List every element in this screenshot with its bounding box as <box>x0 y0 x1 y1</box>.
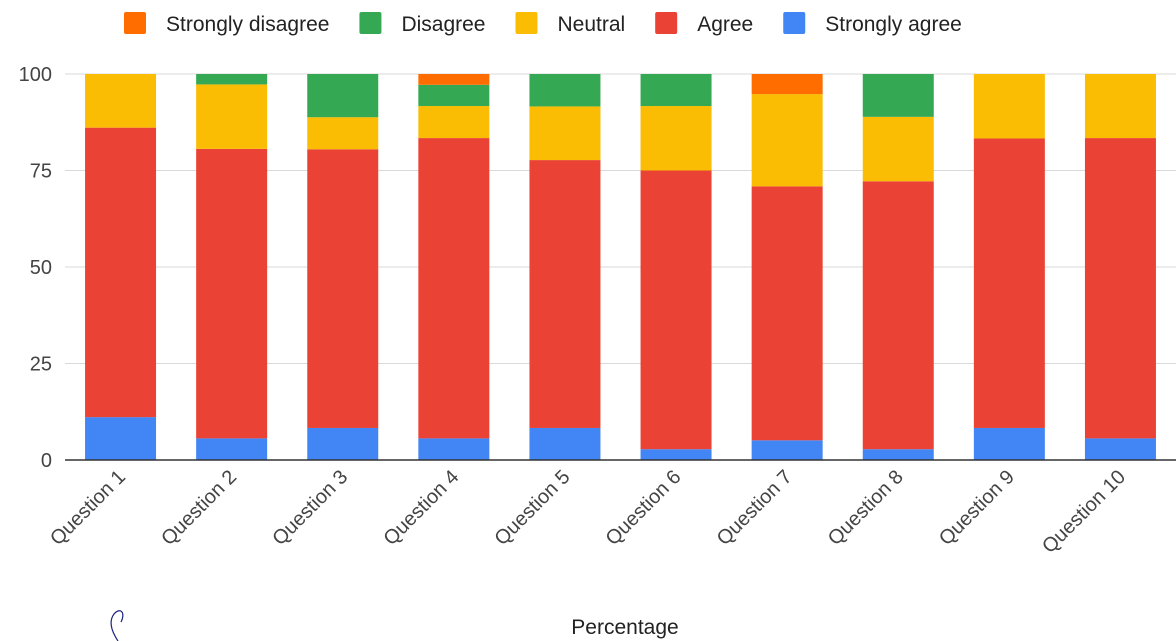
legend-item: Neutral <box>515 12 625 36</box>
y-tick-label: 75 <box>30 161 52 183</box>
bar-segment <box>418 438 490 460</box>
x-tick-label: Question 1 <box>46 466 130 550</box>
y-tick-label: 25 <box>30 354 52 376</box>
bar-segment <box>85 417 157 460</box>
bar-segment <box>85 74 157 128</box>
bar-group <box>85 74 157 460</box>
legend-label: Agree <box>697 13 753 36</box>
x-axis-title: Percentage <box>571 616 678 639</box>
bar-segment <box>862 449 934 460</box>
bar-segment <box>973 138 1045 428</box>
x-axis-ticks: Question 1 Question 2 Question 3 Question 4… <box>46 466 1130 558</box>
signature-mark <box>110 610 124 641</box>
x-tick-label: Question 7 <box>713 466 797 550</box>
x-tick-label: Question 3 <box>268 466 352 550</box>
bar-segment <box>862 74 934 117</box>
x-tick-label: Question 10 <box>1038 466 1130 558</box>
legend-item: Strongly agree <box>783 12 962 36</box>
bar-segment <box>529 74 601 107</box>
legend-label: Disagree <box>401 13 485 36</box>
bar-segment <box>307 427 379 460</box>
bar-segment <box>418 106 490 139</box>
legend-item: Agree <box>655 12 753 36</box>
bar-group <box>862 74 934 460</box>
legend-swatch <box>359 12 382 34</box>
bar-segment <box>751 74 823 95</box>
bar-segment <box>196 74 268 85</box>
x-tick-label: Question 5 <box>491 466 575 550</box>
bar-segment <box>862 116 934 182</box>
bars <box>85 74 1156 460</box>
legend-label: Strongly agree <box>825 13 962 36</box>
bar-segment <box>1084 74 1156 139</box>
x-tick-label: Question 2 <box>157 466 241 550</box>
y-tick-label: 50 <box>30 257 52 279</box>
y-tick-label: 100 <box>19 64 52 86</box>
x-tick-label: Question 9 <box>935 466 1019 550</box>
bar-segment <box>418 84 490 107</box>
bar-group <box>640 74 712 460</box>
bar-segment <box>529 160 601 428</box>
bar-segment <box>196 438 268 460</box>
bar-segment <box>418 138 490 439</box>
bar-segment <box>973 427 1045 460</box>
y-axis-ticks: 0 25 50 75 100 <box>19 64 52 472</box>
bar-segment <box>1084 438 1156 460</box>
bar-group <box>418 74 490 460</box>
bar-segment <box>640 74 712 107</box>
bar-segment <box>751 94 823 187</box>
legend-swatch <box>124 12 146 34</box>
legend: Strongly disagree Disagree Neutral Agree Str… <box>124 12 962 36</box>
bar-segment <box>529 427 601 460</box>
bar-segment <box>307 74 379 118</box>
bar-group <box>196 74 268 460</box>
bar-segment <box>307 149 379 428</box>
bar-segment <box>640 170 712 450</box>
y-tick-label: 0 <box>41 450 52 472</box>
legend-item: Disagree <box>359 12 485 36</box>
legend-swatch <box>783 12 806 34</box>
bar-segment <box>418 74 490 85</box>
bar-segment <box>307 117 379 150</box>
legend-label: Strongly disagree <box>166 13 329 36</box>
bar-group <box>307 74 379 460</box>
bar-segment <box>862 181 934 450</box>
bar-segment <box>85 127 157 418</box>
bar-segment <box>196 148 268 439</box>
legend-label: Neutral <box>557 13 625 36</box>
x-tick-label: Question 8 <box>824 466 908 550</box>
bar-segment <box>1084 138 1156 439</box>
legend-swatch <box>655 12 678 34</box>
legend-swatch <box>515 12 538 34</box>
bar-group <box>529 74 601 460</box>
bar-segment <box>751 440 823 460</box>
bar-group <box>1084 74 1156 460</box>
bar-segment <box>751 186 823 441</box>
bar-group <box>973 74 1045 460</box>
legend-item: Strongly disagree <box>124 12 329 36</box>
bar-group <box>751 74 823 460</box>
bar-segment <box>973 74 1045 139</box>
bar-segment <box>529 106 601 161</box>
x-tick-label: Question 4 <box>379 466 463 550</box>
bar-segment <box>196 84 268 149</box>
x-tick-label: Question 6 <box>602 466 686 550</box>
bar-segment <box>640 106 712 171</box>
bar-segment <box>640 449 712 460</box>
